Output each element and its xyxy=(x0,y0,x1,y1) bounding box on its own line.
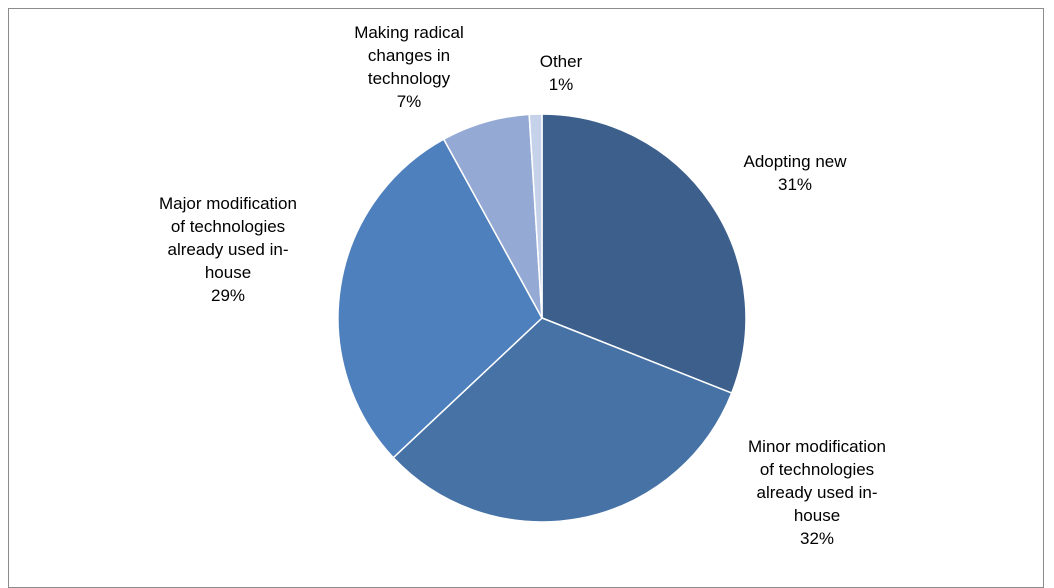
pie-labels: Adopting new 31% Minor modification of tech… xyxy=(159,23,886,548)
slice-percent-label: 7% xyxy=(397,92,422,111)
pie-slice-2 xyxy=(337,138,543,459)
slice-percent-label: 31% xyxy=(778,175,812,194)
slice-category-label: changes in xyxy=(368,46,450,65)
slice-percent-label: 32% xyxy=(800,529,834,548)
pie-slices xyxy=(337,113,747,523)
slice-category-label: already used in- xyxy=(757,483,878,502)
slice-category-label: Adopting new xyxy=(743,152,847,171)
slice-category-label: house xyxy=(205,263,251,282)
pie-slice-0 xyxy=(541,113,747,395)
pie-chart: Adopting new 31% Minor modification of tech… xyxy=(159,23,886,548)
slice-category-label: already used in- xyxy=(168,240,289,259)
slice-percent-label: 29% xyxy=(211,286,245,305)
slice-category-label: Minor modification xyxy=(748,437,886,456)
slice-category-label: of technologies xyxy=(760,460,874,479)
slice-label-2: Major modification of technologies already… xyxy=(159,194,297,305)
slice-category-label: Making radical xyxy=(354,23,464,42)
slice-label-4: Other 1% xyxy=(540,52,583,94)
slice-category-label: Other xyxy=(540,52,583,71)
slice-category-label: house xyxy=(794,506,840,525)
slice-category-label: Major modification xyxy=(159,194,297,213)
slice-label-0: Adopting new 31% xyxy=(743,152,847,194)
slice-category-label: technology xyxy=(368,69,451,88)
slice-percent-label: 1% xyxy=(549,75,574,94)
slice-category-label: of technologies xyxy=(171,217,285,236)
pie-slice-4 xyxy=(528,113,543,319)
pie-slice-1 xyxy=(392,317,733,523)
slice-label-1: Minor modification of technologies already… xyxy=(748,437,886,548)
slice-label-3: Making radical changes in technology 7% xyxy=(354,23,464,111)
